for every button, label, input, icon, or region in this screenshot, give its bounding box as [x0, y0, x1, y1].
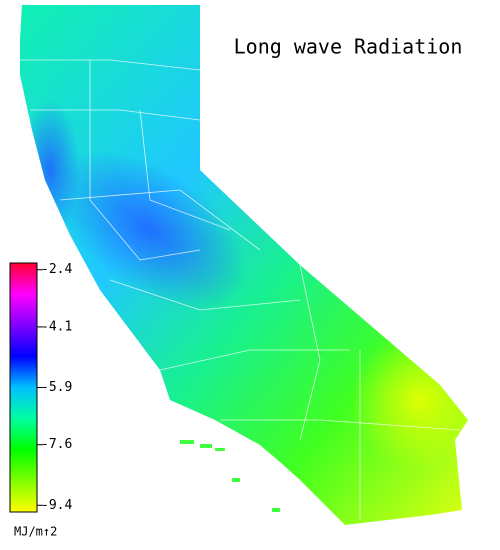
legend: -2.4 -4.1 -5.9 -7.6 -9.4 MJ/m↑2 — [9, 262, 72, 539]
colorbar — [9, 262, 38, 513]
legend-tick-label: -2.4 — [41, 262, 72, 277]
legend-tick-label: -4.1 — [41, 319, 72, 334]
legend-tick-label: -9.4 — [41, 498, 72, 513]
legend-tick-label: -7.6 — [41, 437, 72, 452]
california — [20, 5, 468, 525]
legend-unit: MJ/m↑2 — [14, 525, 57, 539]
legend-tick-label: -5.9 — [41, 380, 72, 395]
islands — [180, 440, 280, 512]
map-title: Long wave Radiation — [234, 35, 463, 59]
